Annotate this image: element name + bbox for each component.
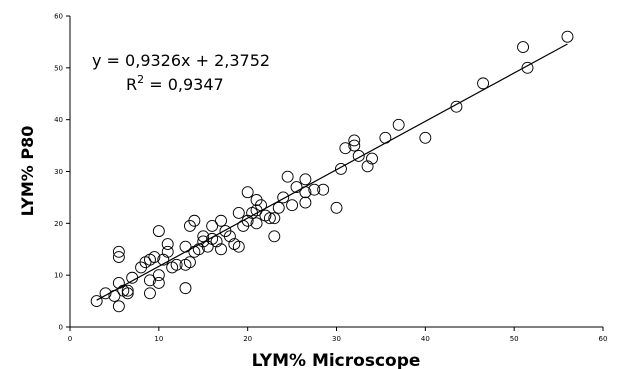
data-point — [210, 235, 223, 248]
data-point — [112, 276, 125, 289]
data-point — [299, 196, 312, 209]
trendline — [96, 43, 568, 301]
data-point — [561, 30, 574, 43]
y-tick-label: 50 — [54, 64, 63, 72]
data-point — [263, 212, 276, 225]
data-point — [250, 217, 263, 230]
data-point — [170, 258, 183, 271]
data-point — [183, 256, 196, 269]
data-point — [161, 238, 174, 251]
r-squared-label: R2 = 0,9347 — [126, 73, 224, 94]
y-tick-label: 40 — [54, 116, 63, 124]
data-point — [348, 134, 361, 147]
x-tick-label: 40 — [421, 335, 430, 343]
data-point — [255, 199, 267, 212]
x-tick-label: 50 — [510, 335, 519, 343]
y-tick-label: 0 — [59, 324, 63, 332]
data-point — [361, 160, 374, 173]
x-tick-label: 60 — [599, 335, 608, 343]
data-point — [179, 240, 192, 253]
data-point — [366, 152, 378, 165]
y-tick-label: 30 — [54, 168, 63, 176]
data-point — [108, 289, 121, 302]
data-point — [121, 287, 134, 300]
y-tick-label: 10 — [54, 272, 63, 280]
data-point — [286, 199, 299, 212]
data-point — [152, 276, 165, 289]
data-point — [188, 214, 201, 227]
data-point — [152, 225, 165, 238]
data-point — [143, 287, 156, 300]
x-tick-label: 10 — [154, 335, 163, 343]
y-axis-label: LYM% P80 — [18, 126, 37, 217]
data-point — [215, 243, 227, 256]
data-point — [161, 245, 174, 258]
data-point — [215, 214, 227, 227]
data-point — [192, 243, 205, 256]
data-point — [148, 251, 161, 263]
r-squared-r: R — [126, 75, 137, 94]
data-point — [272, 201, 285, 214]
data-point — [152, 269, 165, 282]
data-point — [179, 282, 192, 295]
data-point — [232, 240, 245, 253]
data-point — [201, 240, 214, 253]
r-squared-value: = 0,9347 — [144, 75, 224, 94]
data-points — [90, 30, 574, 313]
data-point — [348, 139, 361, 152]
data-point — [277, 191, 290, 204]
x-axis-label: LYM% Microscope — [252, 351, 421, 369]
data-point — [241, 214, 254, 227]
data-point — [268, 212, 281, 225]
data-point — [330, 201, 343, 214]
data-point — [334, 162, 347, 175]
data-point — [317, 183, 330, 196]
y-tick-label: 20 — [54, 220, 63, 228]
data-point — [197, 230, 210, 243]
data-point — [392, 118, 405, 131]
data-point — [308, 183, 321, 196]
x-tick-label: 0 — [68, 335, 72, 343]
data-point — [268, 230, 281, 243]
data-point — [90, 295, 103, 308]
data-point — [379, 131, 392, 144]
data-point — [112, 245, 125, 258]
data-point — [206, 219, 219, 232]
data-point — [521, 61, 534, 74]
x-tick-label: 20 — [243, 335, 252, 343]
data-point — [157, 253, 170, 266]
data-point — [232, 207, 245, 219]
x-tick-label: 30 — [332, 335, 341, 343]
data-point — [143, 274, 156, 287]
data-point — [121, 284, 134, 297]
data-point — [299, 186, 312, 199]
data-point — [99, 287, 112, 300]
data-point — [290, 181, 303, 194]
data-point — [517, 41, 529, 54]
y-ticks: 0 10 20 30 40 50 60 — [54, 13, 70, 332]
r-squared-sup: 2 — [137, 73, 144, 86]
data-point — [299, 173, 312, 186]
data-point — [223, 230, 236, 243]
regression-equation: y = 0,9326x + 2,3752 — [92, 51, 270, 70]
x-ticks: 0 10 20 30 40 50 60 — [68, 327, 608, 343]
y-tick-label: 60 — [54, 13, 63, 21]
data-point — [112, 300, 125, 313]
data-point — [339, 142, 352, 155]
data-point — [112, 251, 125, 263]
data-point — [419, 131, 432, 144]
data-point — [477, 77, 490, 90]
data-point — [352, 149, 365, 162]
data-point — [126, 271, 139, 284]
data-point — [241, 186, 254, 199]
data-point — [450, 100, 463, 113]
data-point — [281, 170, 294, 183]
